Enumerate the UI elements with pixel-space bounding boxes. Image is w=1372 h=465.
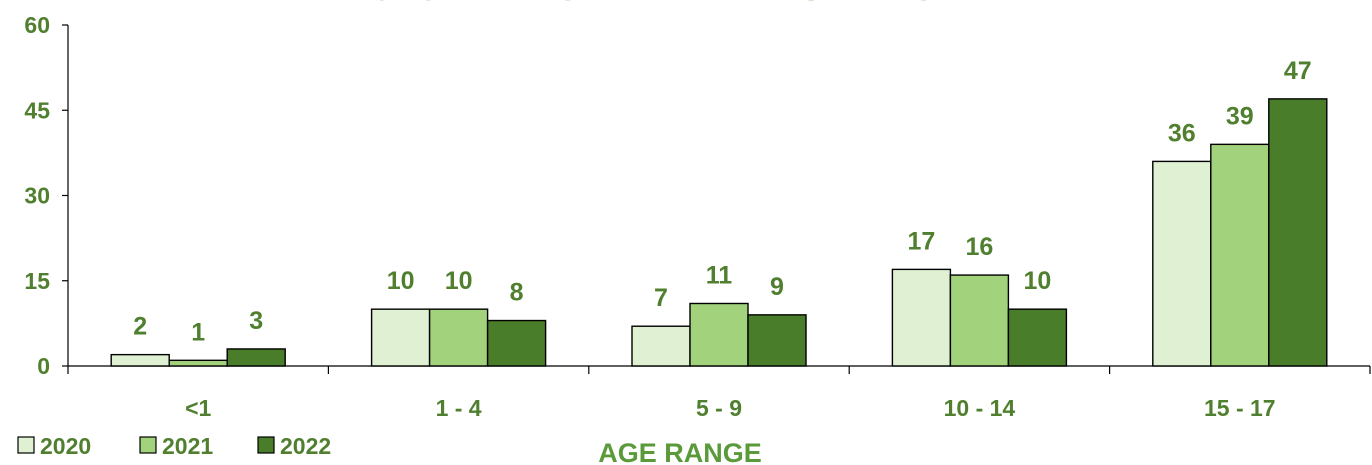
bar-2020	[1152, 160, 1212, 367]
data-labels-group: 2 1 3 10 10 8 7 11 9 17 16 10 36 39 47	[133, 57, 1311, 346]
x-tick-label: <1	[185, 395, 211, 421]
chart-title: MOTOR VEHICLE FATALITIES BY AGE	[340, 0, 960, 8]
data-label: 10	[1023, 267, 1051, 295]
bar-2022	[1007, 308, 1068, 367]
bar-2021	[168, 359, 228, 367]
bar-2022	[486, 319, 547, 367]
legend-swatch-2020	[17, 436, 35, 454]
bar-2021	[1210, 143, 1270, 367]
y-tick-label: 60	[24, 12, 50, 38]
data-label: 1	[191, 318, 205, 346]
legend-label: 2021	[162, 433, 213, 459]
bar-2021	[949, 274, 1010, 367]
data-label: 17	[907, 227, 935, 255]
bar-2022	[747, 314, 807, 367]
x-axis-title: AGE RANGE	[598, 438, 762, 465]
bar-2021	[689, 302, 749, 367]
bar-2021	[428, 308, 489, 367]
data-label: 36	[1168, 119, 1196, 147]
bars-group	[110, 98, 1328, 367]
y-axis: 0 15 30 45 60	[24, 12, 69, 379]
bar-2020	[370, 308, 431, 367]
legend: 2020 2021 2022	[17, 433, 331, 459]
data-label: 16	[965, 233, 993, 261]
data-label: 3	[249, 307, 263, 335]
bar-2020	[631, 325, 691, 367]
legend-label: 2022	[280, 433, 331, 459]
x-tick-label: 1 - 4	[436, 395, 482, 421]
data-label: 10	[445, 267, 473, 295]
bar-2022	[1268, 98, 1328, 367]
bar-2022	[226, 348, 286, 367]
data-label: 11	[706, 261, 733, 289]
data-label: 7	[654, 284, 668, 312]
x-tick-label: 5 - 9	[696, 395, 742, 421]
legend-swatch-2022	[257, 436, 275, 454]
y-tick-label: 15	[24, 268, 50, 294]
y-tick-label: 30	[24, 183, 50, 209]
legend-label: 2020	[40, 433, 91, 459]
data-label: 8	[510, 279, 524, 307]
legend-swatch-2021	[139, 436, 157, 454]
data-label: 10	[387, 267, 415, 295]
bar-2020	[110, 353, 170, 367]
bar-2020	[891, 268, 952, 367]
x-axis: <1 1 - 4 5 - 9 10 - 14 15 - 17	[67, 365, 1371, 421]
data-label: 9	[770, 273, 784, 301]
data-label: 39	[1226, 102, 1254, 130]
data-label: 2	[133, 313, 147, 341]
x-tick-label: 10 - 14	[944, 395, 1016, 421]
y-tick-label: 45	[24, 97, 50, 123]
y-tick-label: 0	[37, 353, 50, 379]
x-tick-label: 15 - 17	[1204, 395, 1276, 421]
data-label: 47	[1284, 57, 1312, 85]
